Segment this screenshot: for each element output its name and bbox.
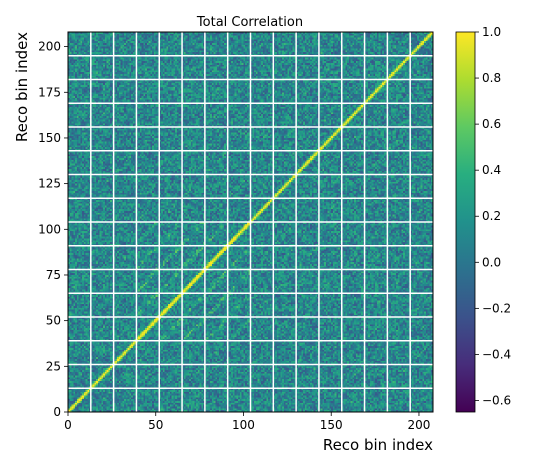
y-tick-label: 25 xyxy=(46,359,61,373)
y-axis-label: Reco bin index xyxy=(13,32,31,142)
colorbar-tick-label: 0.2 xyxy=(482,209,501,223)
colorbar-tick-label: −0.2 xyxy=(482,301,511,315)
colorbar-tick-label: 1.0 xyxy=(482,25,501,39)
colorbar-tick-label: −0.4 xyxy=(482,347,511,361)
x-axis-label: Reco bin index xyxy=(323,436,433,454)
colorbar-ticks: 1.0 0.8 0.6 0.4 0.2 0.0 −0.2 −0.4 −0.6 xyxy=(475,25,511,407)
x-tick-label: 100 xyxy=(232,418,255,432)
x-tick-label: 150 xyxy=(320,418,343,432)
x-tick-label: 50 xyxy=(148,418,163,432)
y-tick-label: 125 xyxy=(38,177,61,191)
heatmap-area xyxy=(67,31,434,413)
colorbar-tick-label: 0.8 xyxy=(482,71,501,85)
y-tick-label: 75 xyxy=(46,268,61,282)
colorbar-tick-label: 0.6 xyxy=(482,117,501,131)
y-tick-label: 175 xyxy=(38,85,61,99)
x-tick-label: 200 xyxy=(408,418,431,432)
y-tick-label: 150 xyxy=(38,131,61,145)
colorbar: 1.0 0.8 0.6 0.4 0.2 0.0 −0.2 −0.4 −0.6 xyxy=(455,25,511,413)
y-tick-label: 50 xyxy=(46,314,61,328)
y-axis-ticks: 0 25 50 75 100 125 150 175 200 xyxy=(38,40,68,419)
chart-title: Total Correlation xyxy=(196,15,303,30)
x-tick-label: 0 xyxy=(64,418,72,432)
plot-frame xyxy=(67,31,434,413)
colorbar-tick-label: 0.4 xyxy=(482,163,501,177)
y-tick-label: 200 xyxy=(38,40,61,54)
colorbar-tick-label: 0.0 xyxy=(482,255,501,269)
colorbar-tick-label: −0.6 xyxy=(482,393,511,407)
y-tick-label: 0 xyxy=(53,405,61,419)
block-grid-lines xyxy=(68,32,433,412)
x-axis-ticks: 0 50 100 150 200 xyxy=(64,412,430,432)
y-tick-label: 100 xyxy=(38,222,61,236)
colorbar-gradient xyxy=(455,31,476,413)
